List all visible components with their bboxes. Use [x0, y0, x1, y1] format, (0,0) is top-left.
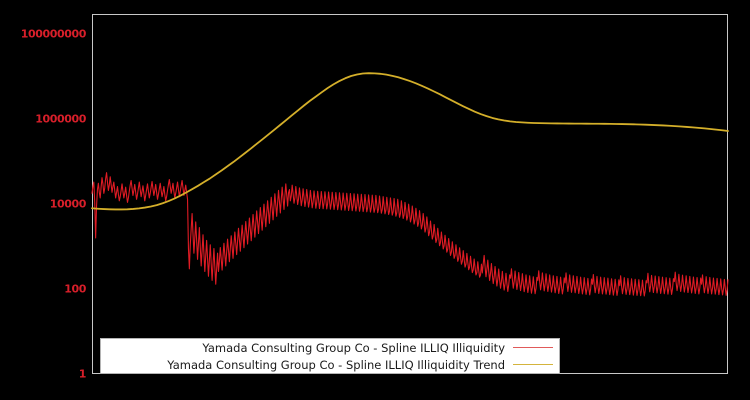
y-tick-label: 100000000: [20, 27, 87, 41]
legend-line-swatch-illiq: [513, 347, 553, 348]
legend-entry-illiq: Yamada Consulting Group Co - Spline ILLI…: [101, 339, 559, 356]
y-tick-label: 100: [64, 282, 86, 296]
chart-legend: Yamada Consulting Group Co - Spline ILLI…: [100, 338, 560, 374]
y-tick-label: 1000000: [35, 112, 86, 126]
legend-label-illiq-trend: Yamada Consulting Group Co - Spline ILLI…: [167, 357, 505, 372]
y-tick-label: 10000: [49, 197, 87, 211]
legend-line-swatch-illiq-trend: [513, 364, 553, 365]
y-tick-label: 1: [78, 367, 87, 381]
plot-area-frame: [92, 14, 728, 374]
legend-label-illiq: Yamada Consulting Group Co - Spline ILLI…: [202, 340, 505, 355]
legend-entry-illiq-trend: Yamada Consulting Group Co - Spline ILLI…: [101, 356, 559, 373]
